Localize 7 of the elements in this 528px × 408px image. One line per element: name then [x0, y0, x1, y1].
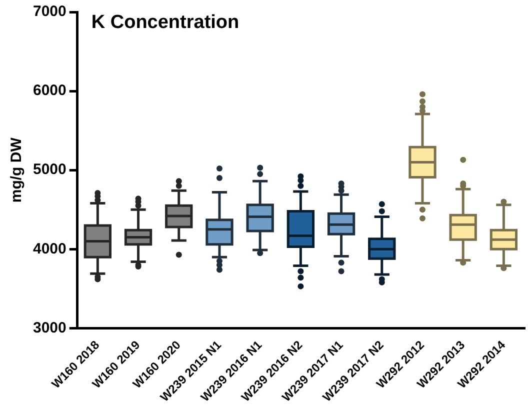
chart-title: K Concentration	[91, 12, 240, 34]
y-tick-label: 3000	[32, 319, 66, 336]
y-tick-label: 5000	[32, 161, 66, 178]
y-tick-label: 7000	[32, 3, 66, 20]
y-axis-title: mg/g DW	[8, 136, 26, 203]
y-tick-label: 6000	[32, 82, 66, 100]
y-tick-label: 4000	[32, 240, 66, 258]
